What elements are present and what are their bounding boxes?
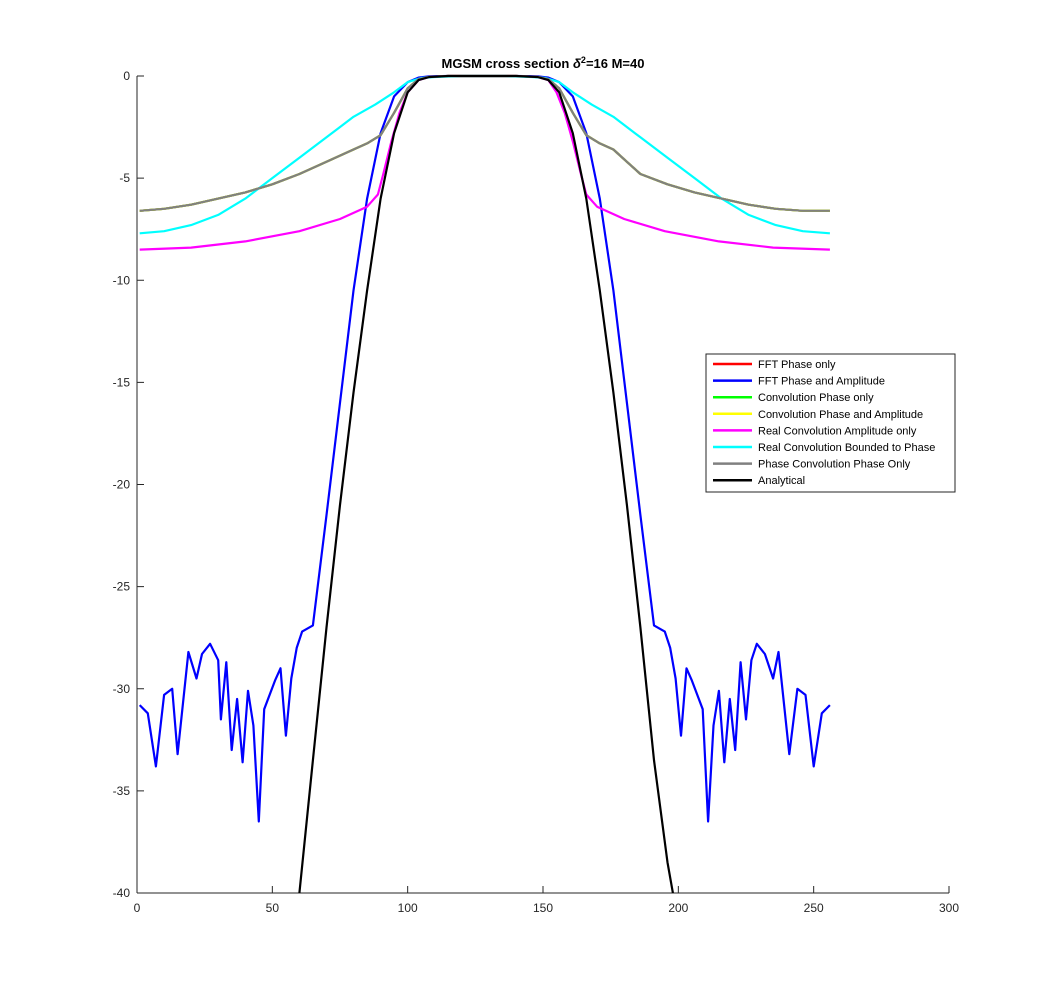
series-line-analytical [298, 74, 674, 893]
y-tick-label: -40 [113, 886, 131, 900]
legend-label: Real Convolution Amplitude only [758, 425, 917, 437]
legend-label: Convolution Phase only [758, 392, 874, 404]
series-line-real-convolution-amplitude-only [139, 74, 830, 251]
series-line-convolution-phase-only [139, 74, 830, 212]
legend-label: Phase Convolution Phase Only [758, 459, 911, 471]
legend: FFT Phase only FFT Phase and Amplitude Con… [705, 353, 956, 493]
x-tick-label: 200 [668, 901, 688, 915]
plot-lines [138, 74, 831, 893]
legend-label: Convolution Phase and Amplitude [758, 409, 923, 421]
legend-label: Analytical [758, 475, 805, 487]
x-tick-label: 50 [266, 901, 280, 915]
x-tick-label: 0 [134, 901, 141, 915]
y-tick-label: -5 [119, 171, 130, 185]
y-tick-label: -20 [113, 478, 131, 492]
legend-label: FFT Phase and Amplitude [758, 376, 885, 388]
y-tick-label: 0 [123, 69, 130, 83]
legend-box [705, 353, 956, 493]
series-line-convolution-phase-and-amplitude [139, 74, 830, 212]
series-line-phase-convolution-phase-only [139, 74, 830, 212]
ticks: 0 50 100 150 200 250 300 0 -5 -10 -15 -20 -25 -30 -35 -… [113, 69, 960, 915]
legend-label: Real Convolution Bounded to Phase [758, 442, 935, 454]
x-tick-label: 150 [533, 901, 553, 915]
x-tick-label: 300 [939, 901, 959, 915]
series-line-real-convolution-bounded-to-phase [139, 74, 830, 235]
x-tick-label: 250 [804, 901, 824, 915]
y-tick-label: -30 [113, 682, 131, 696]
legend-label: FFT Phase only [758, 359, 836, 371]
y-tick-label: -25 [113, 580, 131, 594]
y-tick-label: -10 [113, 273, 131, 287]
x-tick-label: 100 [398, 901, 418, 915]
y-tick-label: -15 [113, 375, 131, 389]
series-line-fft-phase-only [139, 74, 830, 212]
chart-title: MGSM cross section δ2=16 M=40 [442, 55, 645, 71]
y-tick-label: -35 [113, 784, 131, 798]
